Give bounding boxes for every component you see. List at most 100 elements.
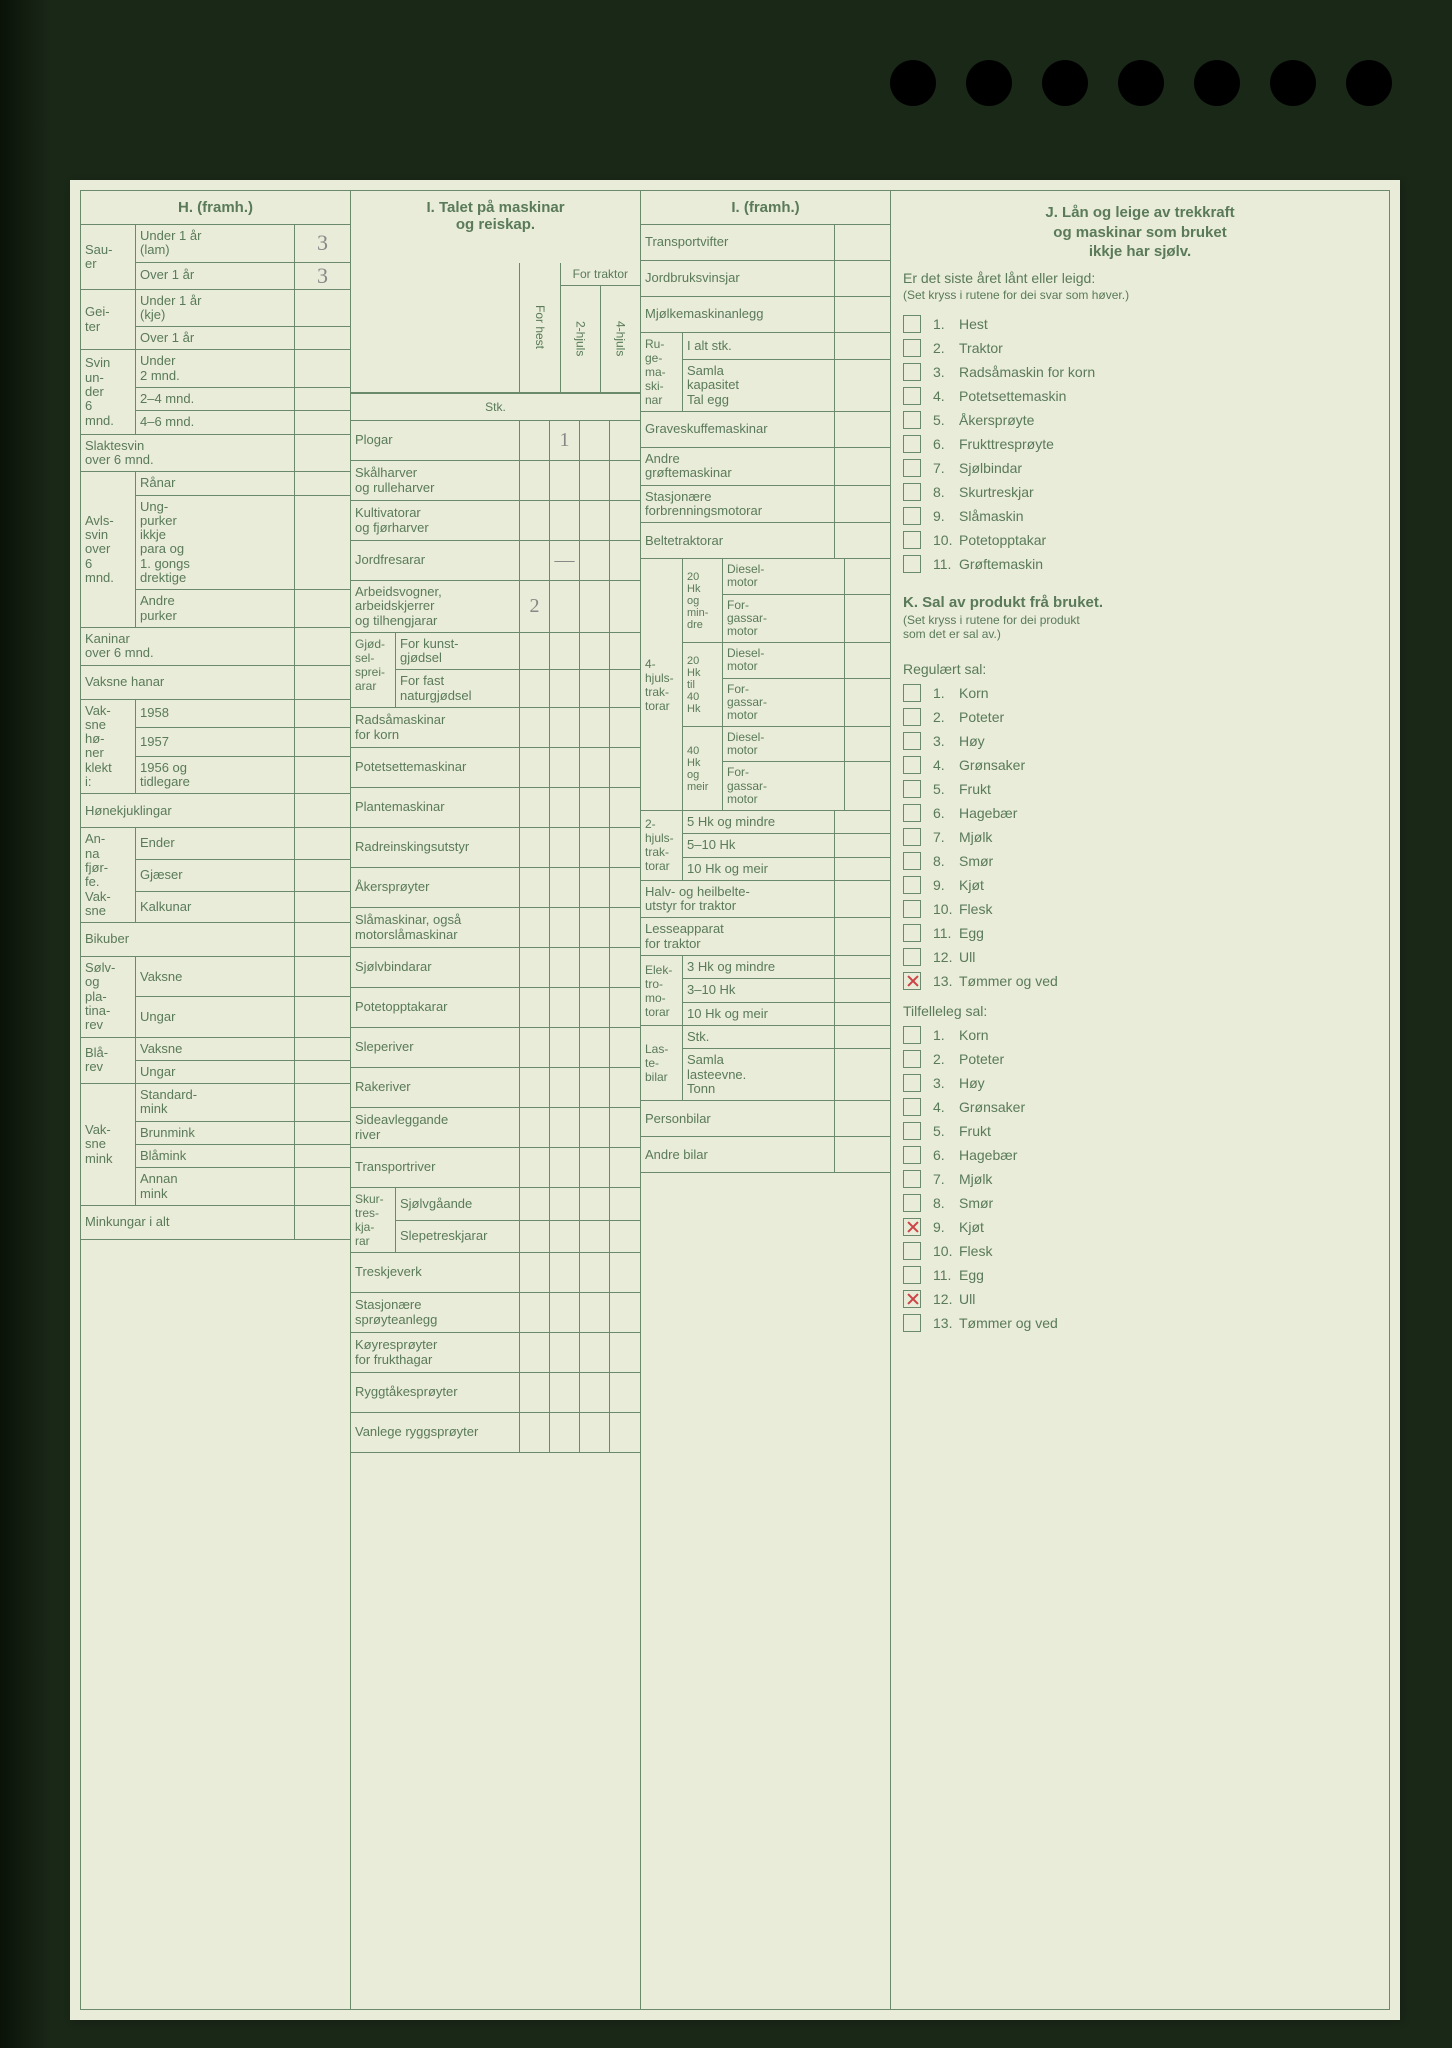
count-cell[interactable] <box>610 541 640 580</box>
count-cell[interactable] <box>520 828 550 867</box>
count-cell[interactable] <box>610 1108 640 1147</box>
count-cell[interactable] <box>610 1221 640 1253</box>
value-cell[interactable] <box>295 327 350 349</box>
checkbox[interactable] <box>903 900 921 918</box>
checkbox[interactable] <box>903 972 921 990</box>
count-cell[interactable] <box>580 908 610 947</box>
count-cell[interactable] <box>845 595 890 643</box>
checkbox[interactable] <box>903 756 921 774</box>
checkbox[interactable] <box>903 1122 921 1140</box>
count-cell[interactable] <box>835 918 890 955</box>
value-cell[interactable] <box>295 435 350 472</box>
count-cell[interactable] <box>520 1221 550 1253</box>
count-cell[interactable] <box>520 988 550 1027</box>
count-cell[interactable] <box>610 1413 640 1452</box>
value-cell[interactable] <box>295 828 350 859</box>
value-cell[interactable] <box>295 957 350 996</box>
count-cell[interactable] <box>610 1068 640 1107</box>
checkbox[interactable] <box>903 684 921 702</box>
checkbox[interactable] <box>903 507 921 525</box>
checkbox[interactable] <box>903 555 921 573</box>
checkbox[interactable] <box>903 780 921 798</box>
value-cell[interactable] <box>295 892 350 923</box>
count-cell[interactable] <box>835 1003 890 1025</box>
count-cell[interactable]: — <box>550 541 580 580</box>
count-cell[interactable] <box>520 1293 550 1332</box>
checkbox[interactable] <box>903 1194 921 1212</box>
count-cell[interactable] <box>845 727 890 761</box>
count-cell[interactable] <box>520 501 550 540</box>
count-cell[interactable] <box>610 1028 640 1067</box>
count-cell[interactable] <box>845 762 890 810</box>
checkbox[interactable] <box>903 876 921 894</box>
count-cell[interactable] <box>835 956 890 978</box>
count-cell[interactable] <box>550 1333 580 1372</box>
value-cell[interactable] <box>295 1122 350 1144</box>
count-cell[interactable] <box>520 461 550 500</box>
count-cell[interactable] <box>610 1148 640 1187</box>
checkbox[interactable] <box>903 1146 921 1164</box>
count-cell[interactable] <box>550 908 580 947</box>
count-cell[interactable] <box>550 1373 580 1412</box>
value-cell[interactable] <box>295 860 350 891</box>
count-cell[interactable] <box>550 748 580 787</box>
value-cell[interactable] <box>295 388 350 410</box>
count-cell[interactable] <box>610 501 640 540</box>
count-cell[interactable] <box>580 1221 610 1253</box>
count-cell[interactable] <box>580 868 610 907</box>
value-cell[interactable] <box>295 472 350 494</box>
count-cell[interactable] <box>520 1413 550 1452</box>
count-cell[interactable] <box>835 225 890 260</box>
count-cell[interactable] <box>520 670 550 707</box>
count-cell[interactable] <box>520 1148 550 1187</box>
count-cell[interactable] <box>580 788 610 827</box>
count-cell[interactable] <box>580 1148 610 1187</box>
count-cell[interactable] <box>610 670 640 707</box>
count-cell[interactable] <box>835 297 890 332</box>
count-cell[interactable] <box>520 1333 550 1372</box>
count-cell[interactable] <box>580 1333 610 1372</box>
count-cell[interactable] <box>580 421 610 460</box>
value-cell[interactable] <box>295 1061 350 1083</box>
count-cell[interactable] <box>610 633 640 670</box>
count-cell[interactable] <box>610 1188 640 1220</box>
checkbox[interactable] <box>903 315 921 333</box>
count-cell[interactable] <box>835 360 890 411</box>
count-cell[interactable] <box>550 1293 580 1332</box>
count-cell[interactable] <box>845 643 890 677</box>
count-cell[interactable] <box>550 988 580 1027</box>
count-cell[interactable] <box>835 412 890 447</box>
count-cell[interactable] <box>610 421 640 460</box>
count-cell[interactable] <box>580 670 610 707</box>
value-cell[interactable] <box>295 1084 350 1121</box>
count-cell[interactable] <box>580 1253 610 1292</box>
count-cell[interactable] <box>610 788 640 827</box>
count-cell[interactable] <box>520 708 550 747</box>
checkbox[interactable] <box>903 1026 921 1044</box>
count-cell[interactable] <box>835 1101 890 1136</box>
value-cell[interactable] <box>295 1206 350 1239</box>
count-cell[interactable] <box>610 828 640 867</box>
count-cell[interactable] <box>520 748 550 787</box>
count-cell[interactable] <box>550 1068 580 1107</box>
count-cell[interactable] <box>835 1026 890 1048</box>
count-cell[interactable] <box>520 1108 550 1147</box>
count-cell[interactable] <box>580 633 610 670</box>
count-cell[interactable] <box>550 633 580 670</box>
checkbox[interactable] <box>903 852 921 870</box>
count-cell[interactable] <box>550 1148 580 1187</box>
checkbox[interactable] <box>903 1050 921 1068</box>
checkbox[interactable] <box>903 1218 921 1236</box>
count-cell[interactable] <box>550 1028 580 1067</box>
value-cell[interactable] <box>295 1145 350 1167</box>
count-cell[interactable] <box>835 486 890 523</box>
checkbox[interactable] <box>903 339 921 357</box>
value-cell[interactable] <box>295 923 350 956</box>
count-cell[interactable] <box>550 948 580 987</box>
checkbox[interactable] <box>903 1098 921 1116</box>
count-cell[interactable] <box>520 788 550 827</box>
value-cell[interactable] <box>295 700 350 728</box>
value-cell[interactable] <box>295 1168 350 1205</box>
count-cell[interactable] <box>580 988 610 1027</box>
count-cell[interactable] <box>580 1373 610 1412</box>
